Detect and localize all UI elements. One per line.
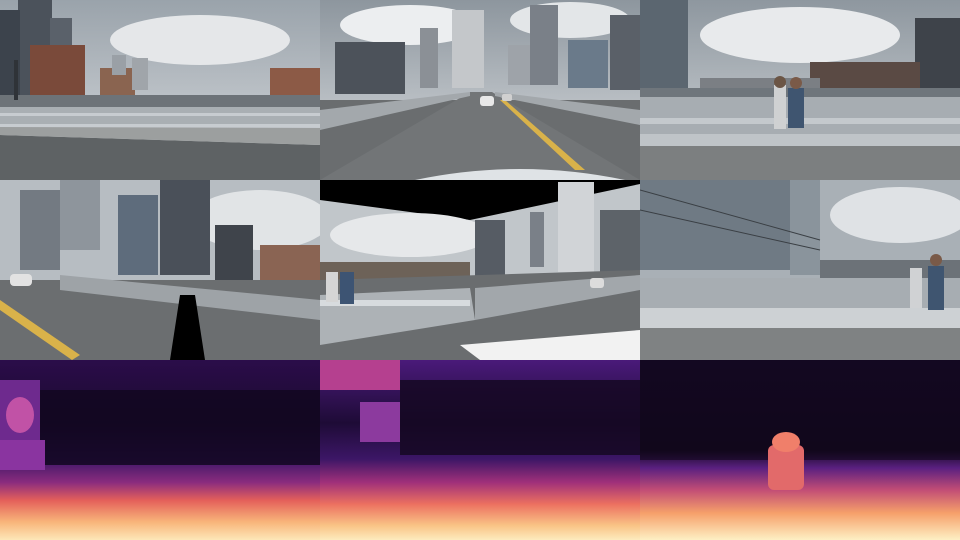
warped-right-front-panel bbox=[640, 180, 960, 360]
depth-left-front-panel bbox=[0, 360, 320, 540]
warped-left-front-panel bbox=[0, 180, 320, 360]
camera-left-front-panel bbox=[0, 0, 320, 180]
depth-front-panel bbox=[320, 360, 640, 540]
depth-right-front-panel bbox=[640, 360, 960, 540]
camera-right-front-panel bbox=[640, 0, 960, 180]
camera-front-panel bbox=[320, 0, 640, 180]
warped-front-panel bbox=[320, 180, 640, 360]
